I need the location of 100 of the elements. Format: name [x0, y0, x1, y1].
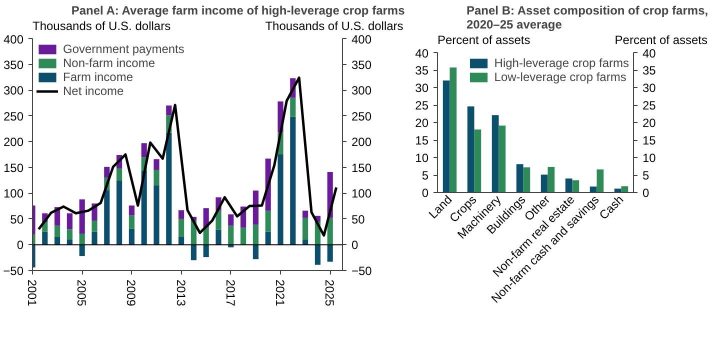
- bar: [278, 154, 284, 245]
- x-tick-label: 2005: [74, 280, 89, 307]
- y2-tick-label: 25: [642, 98, 656, 112]
- bar: [104, 190, 110, 245]
- bar: [474, 130, 482, 192]
- bar: [154, 170, 160, 186]
- x-tick-label: 2001: [25, 280, 39, 307]
- bar: [290, 98, 296, 117]
- bar: [166, 106, 172, 116]
- bar: [498, 126, 506, 192]
- x-tick-label: 2025: [322, 280, 337, 307]
- y-tick-label: 25: [415, 98, 429, 112]
- bar: [442, 80, 450, 192]
- legend-label: Net income: [63, 84, 124, 98]
- bar: [327, 244, 333, 262]
- y-tick-label: 400: [3, 32, 24, 46]
- bar: [54, 226, 60, 237]
- bar: [116, 168, 122, 180]
- bar: [104, 166, 110, 178]
- bar: [516, 164, 524, 192]
- bar: [467, 106, 474, 192]
- bar: [190, 244, 196, 260]
- bar: [203, 244, 209, 258]
- x-tick-label: 2017: [223, 280, 238, 307]
- legend-label: Non-farm income: [63, 56, 156, 70]
- bar: [290, 116, 296, 245]
- y2-tick-label: 350: [352, 58, 372, 72]
- chart-title: Panel A: Average farm income of high-leverage crop farms: [71, 4, 406, 18]
- bar: [116, 180, 122, 245]
- bar: [128, 206, 134, 216]
- y-axis-title: Thousands of U.S. dollars: [32, 18, 171, 33]
- y-tick-label: 5: [422, 168, 429, 182]
- y2-tick-label: 250: [352, 109, 372, 124]
- bar: [154, 159, 160, 170]
- bar: [128, 215, 134, 229]
- y-tick-label: 35: [415, 64, 429, 78]
- bar: [621, 186, 628, 192]
- bar: [228, 214, 234, 226]
- bar: [216, 230, 222, 245]
- y2-tick-label: 15: [642, 134, 656, 148]
- bar: [252, 244, 258, 260]
- y-tick-label: 15: [415, 134, 429, 148]
- bar: [154, 185, 160, 245]
- y-tick-label: 250: [3, 109, 24, 124]
- bar: [92, 220, 98, 232]
- legend-label: High-leverage crop farms: [494, 56, 629, 70]
- y2-tick-label: 5: [642, 168, 650, 182]
- y2-tick-label: 100: [352, 186, 372, 201]
- bar: [240, 228, 246, 245]
- x-tick-label: 2021: [273, 280, 287, 307]
- bar: [166, 132, 172, 245]
- bar: [596, 169, 604, 192]
- bar: [540, 174, 548, 192]
- y2-axis-title: Percent of assets: [614, 32, 708, 47]
- y2-tick-label: 150: [352, 160, 372, 175]
- y2-tick-label: 0: [642, 186, 650, 200]
- y-tick-label: 100: [3, 186, 24, 201]
- y2-tick-label: 40: [642, 46, 656, 60]
- bar: [128, 228, 134, 245]
- y2-tick-label: −50: [352, 264, 372, 278]
- x-tick-label: 2009: [124, 280, 138, 307]
- bar: [327, 218, 333, 245]
- y2-tick-label: 35: [642, 64, 656, 78]
- y-tick-label: 30: [415, 81, 429, 95]
- y-tick-label: 50: [10, 212, 24, 226]
- y-axis-title: Percent of assets: [438, 32, 530, 47]
- bar: [178, 218, 184, 237]
- y2-tick-label: 20: [642, 116, 656, 130]
- bar: [314, 244, 320, 265]
- chart-title: Panel B: Asset composition of crop farms, 2020–25 average: [466, 4, 708, 32]
- bar: [178, 210, 184, 219]
- bar: [302, 210, 308, 218]
- bar: [66, 213, 72, 230]
- y2-tick-label: 10: [642, 151, 656, 165]
- bar: [590, 186, 597, 192]
- y2-tick-label: 400: [352, 32, 372, 46]
- y-tick-label: 10: [415, 151, 429, 165]
- bar: [492, 115, 499, 192]
- y-tick-label: 150: [3, 160, 24, 175]
- y2-tick-label: 200: [352, 135, 372, 150]
- y-tick-label: 300: [3, 84, 24, 98]
- y2-tick-label: 50: [352, 212, 366, 226]
- legend-label: Government payments: [63, 42, 184, 56]
- bar: [265, 210, 271, 232]
- legend-label: Low-leverage crop farms: [494, 70, 626, 84]
- y2-tick-label: 300: [352, 84, 372, 98]
- bar: [42, 232, 48, 245]
- bar: [252, 190, 258, 225]
- y-tick-label: −50: [3, 264, 24, 278]
- bar: [79, 234, 85, 245]
- bar: [216, 210, 222, 230]
- bar: [450, 68, 457, 192]
- bar: [228, 226, 234, 245]
- bar: [565, 178, 572, 192]
- bar: [614, 188, 622, 192]
- y-tick-label: 350: [3, 58, 24, 72]
- y2-axis-title: Thousands of U.S. dollars: [265, 18, 404, 33]
- y-tick-label: 200: [3, 135, 24, 150]
- bar: [302, 218, 308, 240]
- y-tick-label: 20: [415, 116, 429, 130]
